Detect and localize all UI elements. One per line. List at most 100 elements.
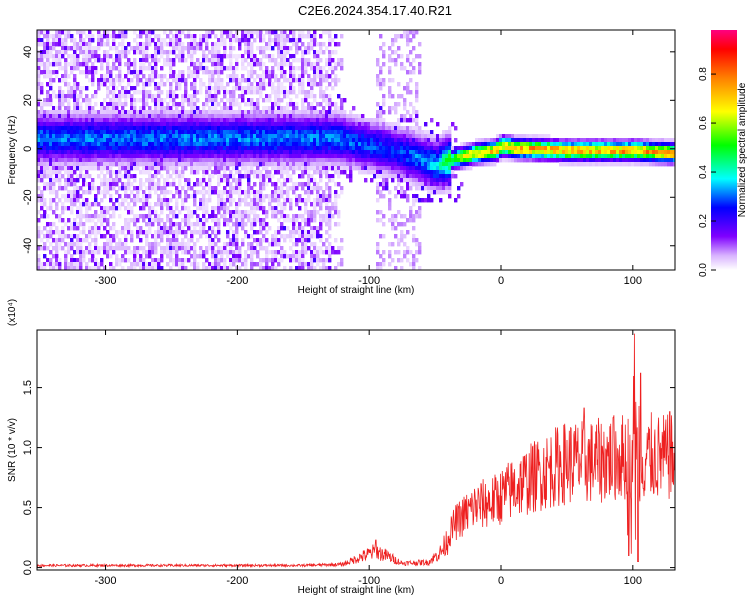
spectrogram-cell bbox=[256, 190, 260, 195]
spectrogram-cell bbox=[46, 146, 50, 151]
spectrogram-cell bbox=[37, 150, 41, 155]
spectrogram-cell bbox=[109, 118, 113, 123]
spectrogram-cell bbox=[121, 142, 125, 147]
spectrogram-cell bbox=[409, 62, 413, 67]
spectrogram-cell bbox=[121, 106, 125, 111]
spectrogram-cell bbox=[382, 138, 386, 143]
spectrogram-cell bbox=[127, 50, 131, 55]
spectrogram-cell bbox=[154, 106, 158, 111]
spectrogram-cell bbox=[76, 122, 80, 127]
spectrogram-cell bbox=[85, 214, 89, 219]
spectrogram-cell bbox=[298, 250, 302, 255]
spectrogram-cell bbox=[130, 174, 134, 179]
spectrogram-cell bbox=[274, 158, 278, 163]
spectrogram-cell bbox=[139, 110, 143, 115]
spectrogram-cell bbox=[79, 258, 83, 263]
spectrogram-cell bbox=[265, 42, 269, 47]
spectrogram-cell bbox=[379, 118, 383, 123]
spectrogram-cell bbox=[241, 162, 245, 167]
spectrogram-cell bbox=[94, 162, 98, 167]
spectrogram-cell bbox=[61, 194, 65, 199]
spectrogram-cell bbox=[265, 246, 269, 251]
spectrogram-cell bbox=[88, 118, 92, 123]
spectrogram-cell bbox=[175, 102, 179, 107]
spectrogram-cell bbox=[97, 214, 101, 219]
spectrogram-cell bbox=[196, 118, 200, 123]
spectrogram-cell bbox=[55, 190, 59, 195]
spectrogram-cell bbox=[88, 130, 92, 135]
spectrogram-cell bbox=[286, 186, 290, 191]
spectrogram-cell bbox=[112, 90, 116, 95]
spectrogram-cell bbox=[211, 62, 215, 67]
spectrogram-cell bbox=[43, 170, 47, 175]
spectrogram-cell bbox=[403, 150, 407, 155]
spectrogram-cell bbox=[268, 130, 272, 135]
spectrogram-cell bbox=[328, 242, 332, 247]
spectrogram-cell bbox=[406, 86, 410, 91]
spectrogram-cell bbox=[58, 262, 62, 267]
spectrogram-cell bbox=[178, 74, 182, 79]
spectrogram-cell bbox=[190, 118, 194, 123]
spectrogram-cell bbox=[64, 262, 68, 267]
spectrogram-cell bbox=[250, 222, 254, 227]
spectrogram-cell bbox=[316, 66, 320, 71]
spectrogram-cell bbox=[295, 66, 299, 71]
spectrogram-cell bbox=[85, 170, 89, 175]
spectrogram-cell bbox=[313, 198, 317, 203]
spectrogram-cell bbox=[214, 122, 218, 127]
spectrogram-cell bbox=[55, 174, 59, 179]
spectrogram-cell bbox=[148, 82, 152, 87]
spectrogram-cell bbox=[385, 178, 389, 183]
spectrogram-cell bbox=[196, 110, 200, 115]
spectrogram-cell bbox=[124, 34, 128, 39]
spectrogram-cell bbox=[226, 54, 230, 59]
spectrogram-cell bbox=[118, 146, 122, 151]
spectrogram-cell bbox=[220, 82, 224, 87]
spectrogram-cell bbox=[124, 110, 128, 115]
spectrogram-cell bbox=[319, 146, 323, 151]
spectrogram-cell bbox=[304, 250, 308, 255]
spectrogram-cell bbox=[223, 110, 227, 115]
spectrogram-cell bbox=[391, 158, 395, 163]
spectrogram-cell bbox=[208, 130, 212, 135]
spectrogram-cell bbox=[391, 122, 395, 127]
spectrogram-cell bbox=[196, 106, 200, 111]
spectrogram-cell bbox=[46, 174, 50, 179]
spectrogram-cell bbox=[283, 178, 287, 183]
spectrogram-cell bbox=[202, 218, 206, 223]
spectrogram-cell bbox=[127, 178, 131, 183]
spectrogram-cell bbox=[403, 130, 407, 135]
spectrogram-cell bbox=[271, 258, 275, 263]
spectrogram-cell bbox=[157, 266, 161, 270]
spectrogram-cell bbox=[55, 142, 59, 147]
spectrogram-cell bbox=[40, 150, 44, 155]
spectrogram-cell bbox=[265, 230, 269, 235]
spectrogram-cell bbox=[61, 174, 65, 179]
spectrogram-cell bbox=[169, 42, 173, 47]
spectrogram-cell bbox=[403, 254, 407, 259]
spectrogram-cell bbox=[259, 238, 263, 243]
spectrogram-cell bbox=[295, 162, 299, 167]
spectrogram-cell bbox=[67, 130, 71, 135]
spectrogram-cell bbox=[214, 186, 218, 191]
spectrogram-cell bbox=[397, 122, 401, 127]
spectrogram-cell bbox=[280, 170, 284, 175]
spectrogram-cell bbox=[184, 46, 188, 51]
spectrogram-cell bbox=[397, 154, 401, 159]
spectrogram-cell bbox=[334, 82, 338, 87]
spectrogram-cell bbox=[244, 134, 248, 139]
spectrogram-cell bbox=[76, 238, 80, 243]
spectrogram-cell bbox=[289, 238, 293, 243]
spectrogram-cell bbox=[256, 98, 260, 103]
spectrogram-cell bbox=[196, 146, 200, 151]
spectrogram-cell bbox=[331, 86, 335, 91]
spectrogram-cell bbox=[214, 102, 218, 107]
spectrogram-cell bbox=[154, 54, 158, 59]
spectrogram-cell bbox=[175, 190, 179, 195]
spectrogram-cell bbox=[247, 90, 251, 95]
spectrogram-cell bbox=[292, 150, 296, 155]
spectrogram-cell bbox=[64, 198, 68, 203]
spectrogram-cell bbox=[163, 110, 167, 115]
spectrogram-cell bbox=[313, 50, 317, 55]
spectrogram-cell bbox=[265, 66, 269, 71]
